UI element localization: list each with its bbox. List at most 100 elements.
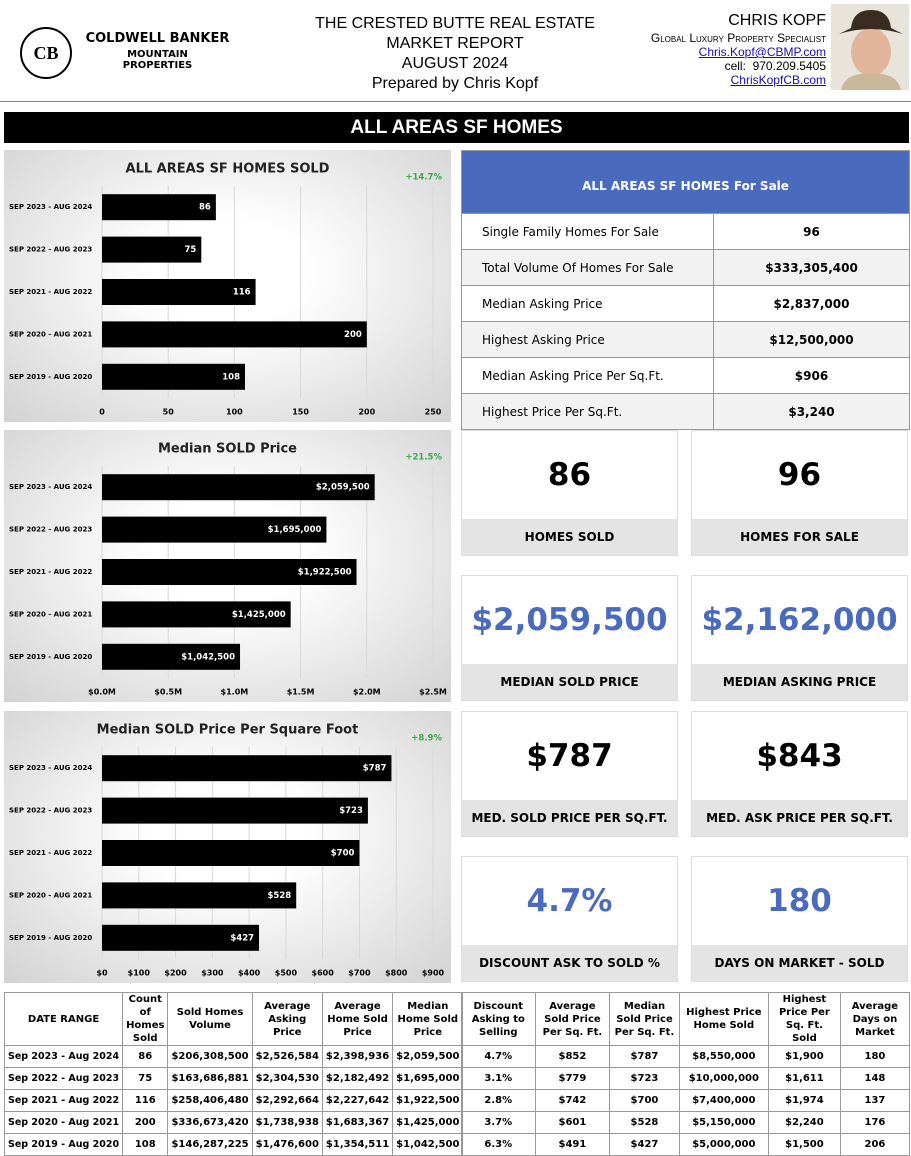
table-cell: $601 (534, 1111, 611, 1134)
column-header: Highest Price Home Sold (678, 992, 769, 1046)
x-tick-label: 150 (292, 408, 309, 417)
x-tick-label: $400 (238, 969, 261, 978)
bar (102, 840, 360, 866)
column-header: Median Sold Price Per Sq. Ft. (609, 992, 680, 1046)
category-label: SEP 2023 - AUG 2024 (9, 203, 92, 211)
agent-email[interactable]: Chris.Kopf@CBMP.com (698, 45, 826, 59)
x-tick-label: $200 (164, 969, 187, 978)
row-value: $906 (713, 357, 910, 394)
table-cell: 176 (839, 1111, 911, 1134)
row-label: Median Asking Price Per Sq.Ft. (461, 357, 714, 394)
column-header: Discount Asking to Selling (461, 992, 536, 1046)
x-tick-label: $300 (201, 969, 224, 978)
stat-label: MED. SOLD PRICE PER SQ.FT. (462, 800, 677, 836)
table-cell: $742 (534, 1089, 611, 1112)
chart: Median SOLD Price +21.5% $0.0M $0.5M $1.0M $1… (4, 430, 451, 702)
bar (102, 236, 202, 263)
table-cell: 4.7% (461, 1045, 536, 1068)
section-title: ALL AREAS SF HOMES (4, 112, 909, 143)
category-label: SEP 2022 - AUG 2023 (9, 526, 92, 534)
category-label: SEP 2019 - AUG 2020 (9, 653, 92, 661)
logo: CB (20, 27, 72, 79)
table-cell: $1,042,500 (392, 1133, 464, 1156)
table-cell: $336,673,420 (167, 1111, 253, 1134)
table-cell: $1,922,500 (392, 1089, 464, 1112)
table-cell: $1,611 (767, 1067, 841, 1090)
table-cell: 3.7% (461, 1111, 536, 1134)
data-table: DATE RANGE Count of Homes Sold Sold Homes … (3, 992, 464, 1156)
x-tick-label: $500 (275, 969, 298, 978)
table-cell: $1,695,000 (392, 1067, 464, 1090)
table-row: Median Asking Price $2,837,000 (461, 285, 910, 322)
bar (102, 797, 368, 824)
row-label: Median Asking Price (461, 285, 714, 322)
table-row: 6.3% $491 $427 $5,000,000 $1,500 206 (461, 1133, 911, 1156)
table-row: Sep 2023 - Aug 2024 86 $206,308,500 $2,526,… (3, 1045, 464, 1068)
column-header: Average Home Sold Price (321, 992, 394, 1046)
row-value: $3,240 (713, 393, 910, 430)
table-row: 2.8% $742 $700 $7,400,000 $1,974 137 (461, 1089, 911, 1112)
title-line: Prepared by Chris Kopf (371, 75, 539, 92)
value-label: $2,059,500 (316, 483, 370, 493)
category-label: SEP 2021 - AUG 2022 (9, 568, 92, 576)
table-cell: 6.3% (461, 1133, 536, 1156)
x-tick-label: 100 (226, 408, 243, 417)
table-cell: $1,683,367 (321, 1111, 394, 1134)
x-tick-label: 0 (99, 408, 105, 417)
stat-label: HOMES FOR SALE (692, 519, 907, 555)
table-header-row: ALL AREAS SF HOMES For Sale (461, 150, 910, 214)
stat-value: $787 (526, 738, 613, 774)
category-label: SEP 2020 - AUG 2021 (9, 610, 92, 618)
stat-card: 96 HOMES FOR SALE (691, 430, 908, 556)
value-label: 75 (184, 245, 196, 255)
column-header: Sold Homes Volume (167, 992, 253, 1046)
agent-cell: cell: 970.209.5405 (724, 59, 826, 73)
value-label: $427 (230, 933, 254, 943)
value-label: 200 (344, 330, 362, 340)
table-cell: $779 (534, 1067, 611, 1090)
table-row: 3.7% $601 $528 $5,150,000 $2,240 176 (461, 1111, 911, 1134)
title-line: THE CRESTED BUTTE REAL ESTATE (315, 15, 595, 32)
logo-mark: CB (33, 43, 59, 63)
table-cell: $700 (609, 1089, 680, 1112)
table-cell: $1,738,938 (251, 1111, 323, 1134)
for-sale-table: ALL AREAS SF HOMES For Sale Single Family… (461, 150, 910, 430)
title-line: MARKET REPORT (386, 35, 524, 52)
x-tick-label: $2.0M (353, 688, 381, 697)
table-row: Highest Price Per Sq.Ft. $3,240 (461, 393, 910, 430)
stat-value: 96 (777, 457, 822, 493)
bar (102, 279, 256, 305)
x-tick-label: $700 (348, 969, 371, 978)
row-value: $12,500,000 (713, 321, 910, 358)
table-cell: 108 (122, 1133, 169, 1156)
column-header: Highest Price Per Sq. Ft. Sold (767, 992, 841, 1046)
table-cell: $5,000,000 (678, 1133, 769, 1156)
table-cell: $1,900 (767, 1045, 841, 1068)
category-label: SEP 2019 - AUG 2020 (9, 934, 92, 942)
row-label: Highest Asking Price (461, 321, 714, 358)
value-label: $700 (331, 849, 355, 859)
table-cell: $7,400,000 (678, 1089, 769, 1112)
stat-value: $2,162,000 (701, 602, 898, 638)
brand: COLDWELL BANKER MOUNTAIN PROPERTIES (80, 31, 235, 71)
agent-website[interactable]: ChrisKopfCB.com (730, 73, 826, 87)
agent-role: Global Luxury Property Specialist (650, 31, 826, 45)
table-cell: 2.8% (461, 1089, 536, 1112)
table-cell: $2,398,936 (321, 1045, 394, 1068)
stat-card: 180 DAYS ON MARKET - SOLD (691, 856, 908, 982)
brand-sub: MOUNTAIN (127, 49, 188, 60)
x-tick-label: $800 (385, 969, 408, 978)
category-label: SEP 2020 - AUG 2021 (9, 891, 92, 899)
brand-sub: PROPERTIES (122, 60, 193, 71)
table-row: Median Asking Price Per Sq.Ft. $906 (461, 357, 910, 394)
category-label: SEP 2022 - AUG 2023 (9, 246, 92, 254)
table-cell: Sep 2019 - Aug 2020 (3, 1133, 124, 1156)
x-tick-label: $100 (128, 969, 151, 978)
x-tick-label: $0 (96, 969, 108, 978)
table-cell: Sep 2022 - Aug 2023 (3, 1067, 124, 1090)
report-title: THE CRESTED BUTTE REAL ESTATE MARKET REP… (280, 14, 630, 94)
table-header-row: DATE RANGE Count of Homes Sold Sold Homes … (3, 992, 464, 1046)
category-label: SEP 2023 - AUG 2024 (9, 483, 92, 491)
table-cell: 137 (839, 1089, 911, 1112)
